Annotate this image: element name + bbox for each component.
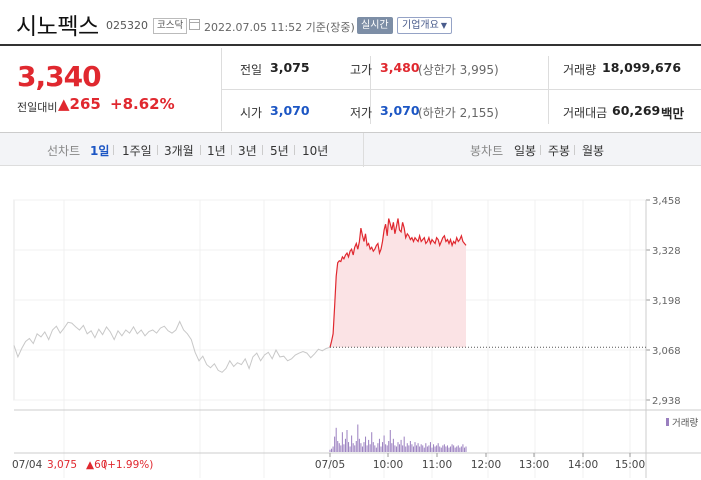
amount-value: 60,269 — [612, 103, 661, 118]
stock-name: 시노펙스 — [16, 14, 99, 40]
chart-tabs: 선차트 1일 1주일 3개월 1년 3년 5년 10년 봉차트 일봉 주봉 월봉 — [0, 132, 701, 167]
low-label: 저가 — [350, 106, 373, 120]
tab-separator — [540, 145, 541, 155]
intraday-chart[interactable]: 3,458 3,328 3,198 3,068 2,938 거래량 07/05 10:00 11… — [0, 168, 701, 480]
corp-info-button[interactable]: 기업개요 ▼ — [397, 17, 452, 34]
tab-3m[interactable]: 3개월 — [164, 144, 194, 158]
tab-separator — [231, 145, 232, 155]
x-tick-label: 15:00 — [615, 459, 645, 471]
change-label: 전일대비 — [17, 101, 58, 114]
upper-limit: (상한가 3,995) — [418, 63, 499, 77]
tab-3y[interactable]: 3년 — [238, 144, 257, 158]
prev-value: 3,075 — [270, 60, 310, 75]
chart-svg[interactable]: 3,458 3,328 3,198 3,068 2,938 거래량 07/05 10:00 11… — [0, 168, 701, 480]
chevron-down-icon: ▼ — [440, 21, 447, 30]
tab-1y[interactable]: 1년 — [207, 144, 226, 158]
volume-value: 18,099,676 — [602, 60, 682, 75]
tab-daily[interactable]: 일봉 — [514, 144, 537, 158]
high-value: 3,480 — [380, 60, 420, 75]
calendar-icon — [189, 19, 200, 30]
price-summary: 3,340 전일대비 ▲265 +8.62% — [0, 48, 222, 131]
y-tick-label: 3,198 — [652, 296, 681, 307]
tab-separator — [113, 145, 114, 155]
tab-5y[interactable]: 5년 — [270, 144, 289, 158]
tab-monthly[interactable]: 월봉 — [582, 144, 605, 158]
volume-label: 거래량 — [563, 63, 597, 77]
open-value: 3,070 — [270, 103, 310, 118]
tab-separator — [574, 145, 575, 155]
stats-divider — [370, 56, 371, 124]
low-value: 3,070 — [380, 103, 420, 118]
amount-label: 거래대금 — [563, 106, 608, 120]
candle-chart-label: 봉차트 — [470, 144, 504, 158]
corp-info-label: 기업개요 — [402, 20, 439, 31]
stats-divider — [222, 89, 701, 90]
price-rate: +8.62% — [110, 95, 175, 113]
high-label: 고가 — [350, 63, 373, 77]
x-tick-label: 10:00 — [373, 459, 403, 471]
tab-separator — [157, 145, 158, 155]
today-line — [329, 218, 467, 348]
today-area-fill — [330, 218, 466, 348]
volume-legend-swatch — [666, 418, 669, 426]
y-tick-label: 3,328 — [652, 246, 681, 257]
timestamp: 2022.07.05 11:52 기준(장중) — [204, 21, 355, 34]
open-label: 시가 — [240, 106, 263, 120]
price-change: ▲265 — [58, 95, 101, 113]
tab-1w[interactable]: 1주일 — [122, 144, 152, 158]
prev-day-change: ▲60 — [86, 459, 107, 471]
line-chart-label: 선차트 — [47, 144, 81, 158]
realtime-badge[interactable]: 실시간 — [357, 17, 393, 34]
prev-day-date: 07/04 — [12, 459, 43, 471]
x-tick-label: 12:00 — [471, 459, 501, 471]
volume-legend-label: 거래량 — [672, 417, 698, 429]
amount-unit: 백만 — [661, 106, 685, 121]
x-tick-label: 13:00 — [519, 459, 549, 471]
lower-limit: (하한가 2,155) — [418, 106, 499, 120]
market-badge: 코스닥 — [153, 18, 188, 34]
tabs-divider — [363, 133, 364, 167]
prev-day-close: 3,075 — [47, 459, 77, 471]
prev-day-line — [13, 320, 331, 373]
stock-header: 시노펙스 025320 코스닥 2022.07.05 11:52 기준(장중) … — [0, 0, 701, 46]
stats-divider — [548, 56, 549, 124]
current-price: 3,340 — [17, 60, 102, 93]
tab-10y[interactable]: 10년 — [302, 144, 329, 158]
tab-weekly[interactable]: 주봉 — [548, 144, 571, 158]
tab-separator — [262, 145, 263, 155]
y-tick-label: 2,938 — [652, 396, 681, 407]
x-tick-label: 11:00 — [422, 459, 452, 471]
tab-1d[interactable]: 1일 — [90, 144, 110, 158]
prev-day-rate: (+1.99%) — [103, 459, 153, 471]
tab-separator — [294, 145, 295, 155]
x-tick-label: 07/05 — [315, 459, 345, 471]
stock-code: 025320 — [106, 19, 148, 32]
prev-label: 전일 — [240, 63, 263, 77]
x-tick-label: 14:00 — [568, 459, 598, 471]
tab-separator — [200, 145, 201, 155]
y-tick-label: 3,458 — [652, 196, 681, 207]
y-tick-label: 3,068 — [652, 346, 681, 357]
